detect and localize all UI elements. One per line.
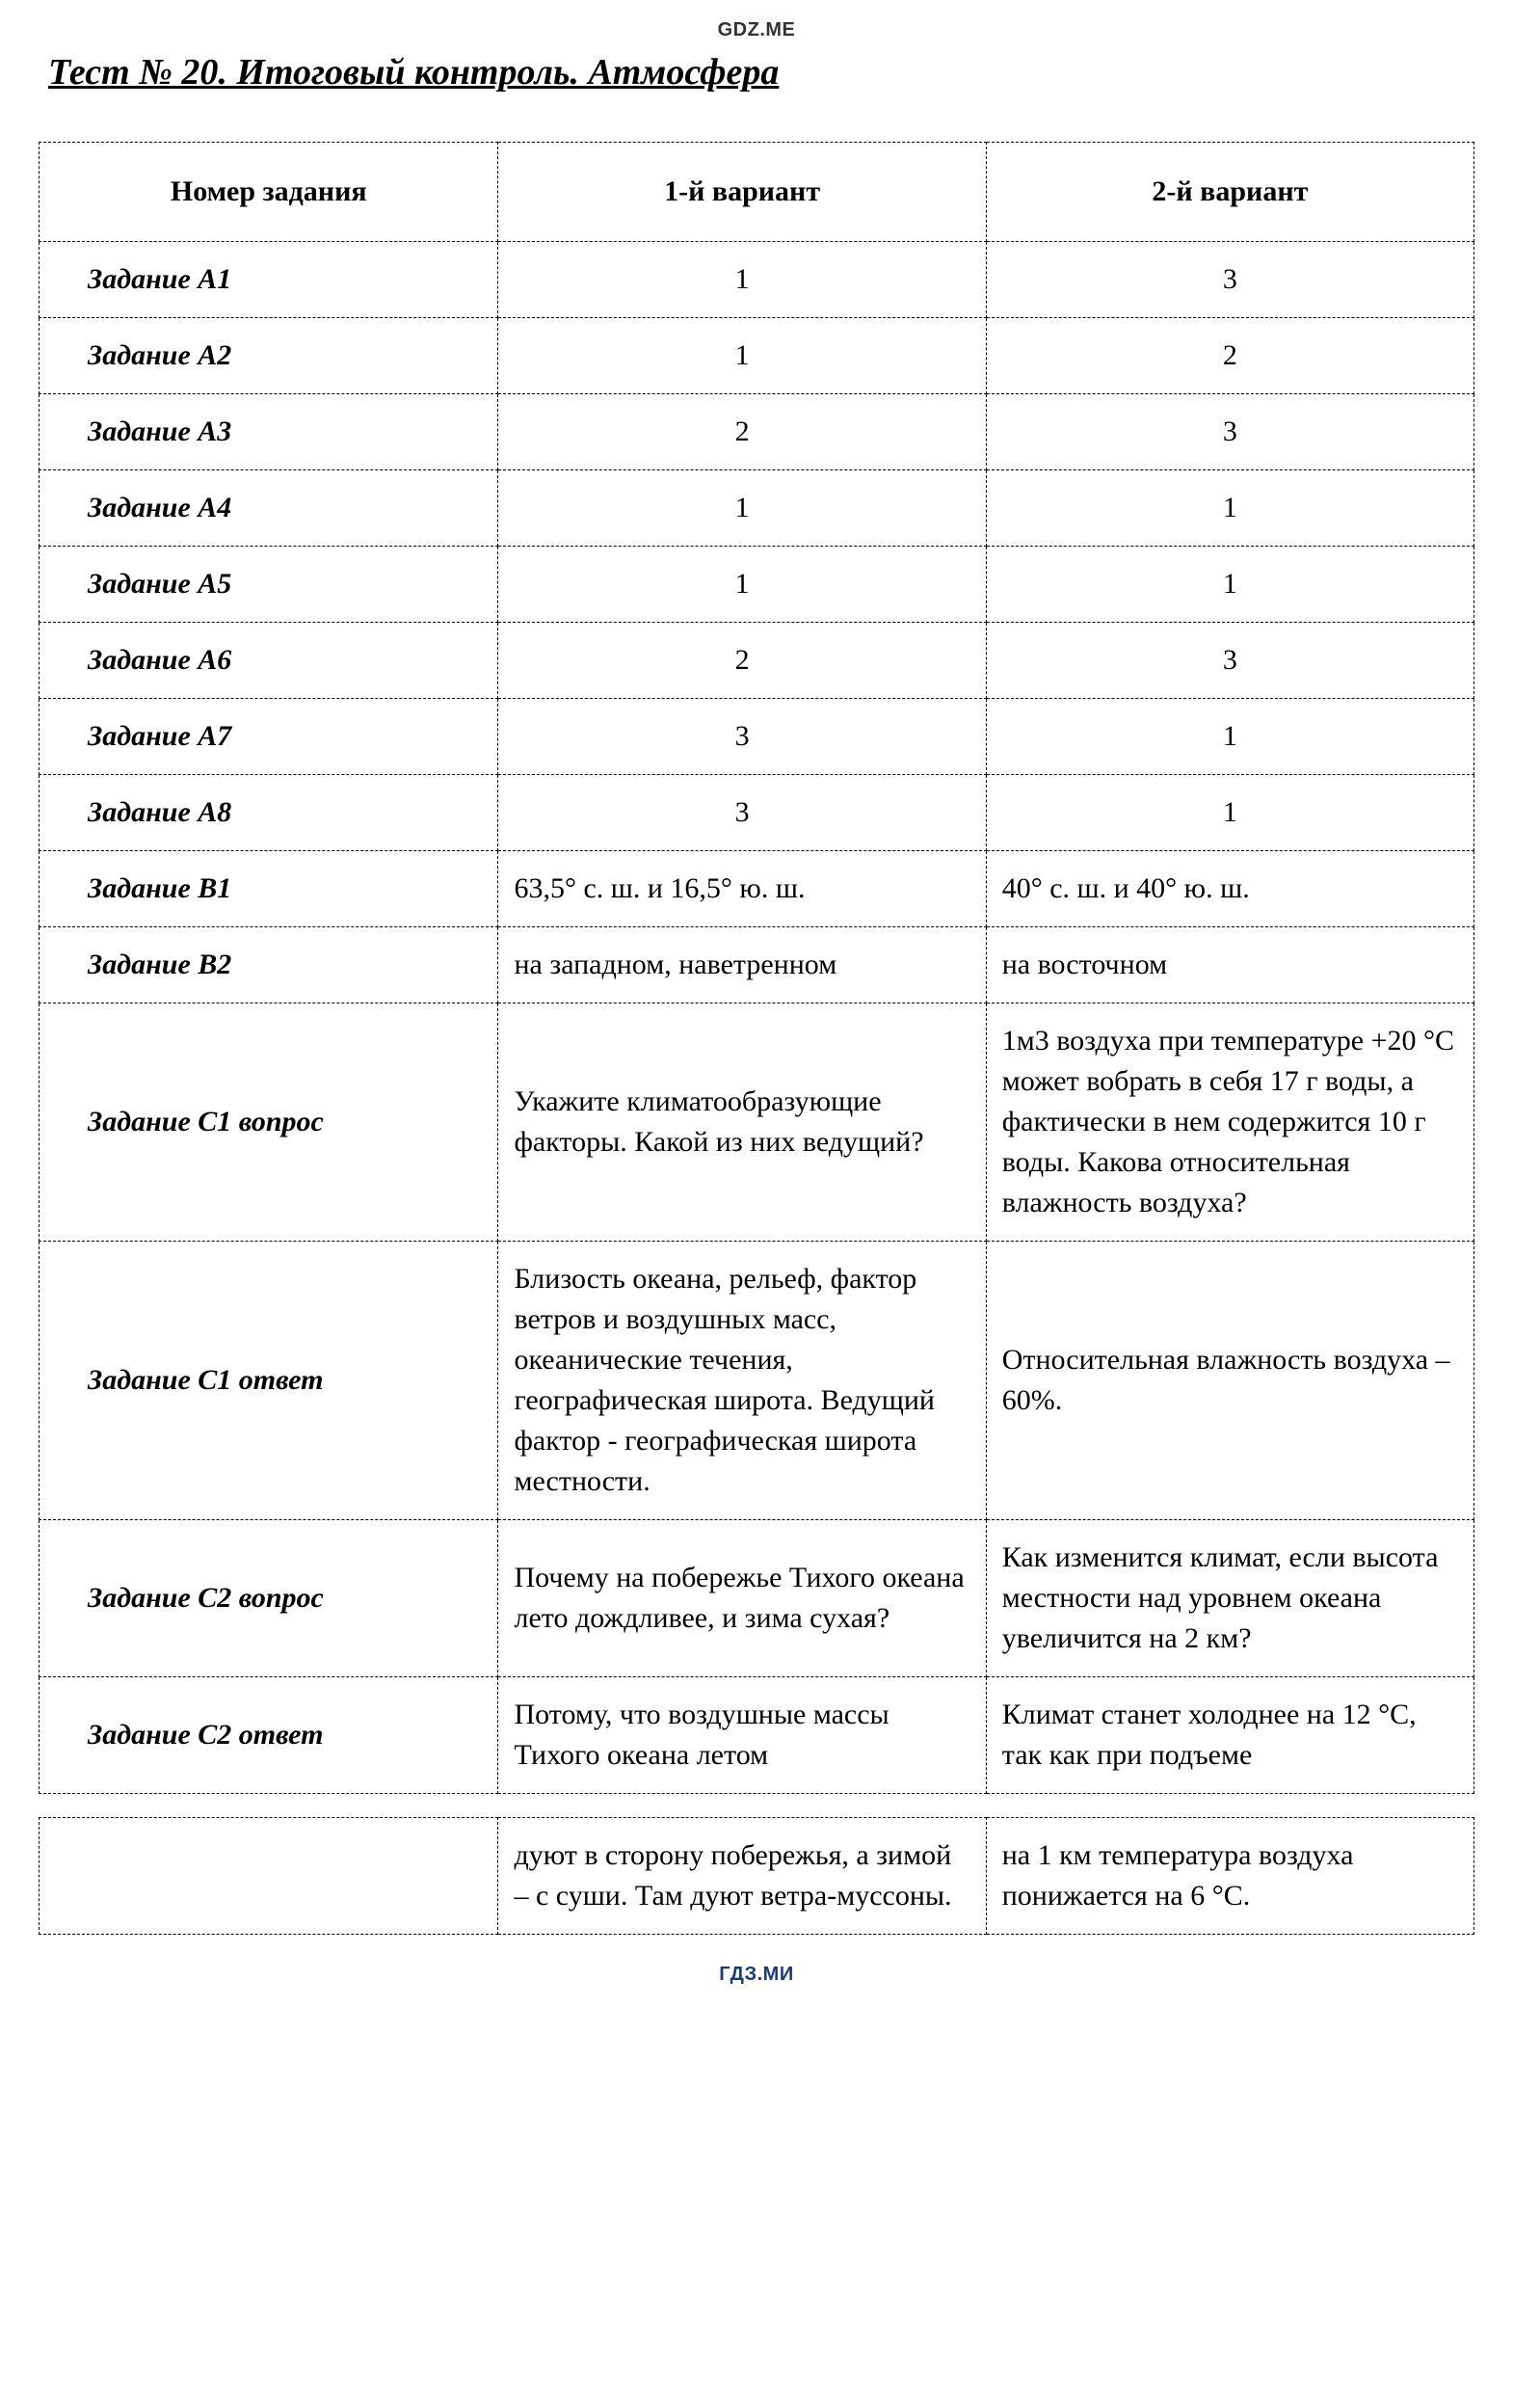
table-row: Задание А323 [40, 394, 1474, 470]
cell-variant2: Относительная влажность воздуха – 60%. [986, 1242, 1473, 1520]
cell-variant2: 1 [986, 775, 1473, 851]
row-label: Задание А2 [40, 318, 498, 394]
watermark-top: GDZ.ME [39, 19, 1474, 41]
cell-variant1: 1 [498, 470, 986, 547]
row-label: Задание А5 [40, 547, 498, 623]
table-row: Задание А113 [40, 242, 1474, 318]
cell-variant2: 2 [986, 318, 1473, 394]
table-row: Задание А731 [40, 699, 1474, 775]
row-label: Задание А8 [40, 775, 498, 851]
continuation-row: дуют в сторону побережья, а зимой – с су… [40, 1818, 1474, 1935]
page-title: Тест № 20. Итоговый контроль. Атмосфера [39, 51, 1474, 94]
col-header-label: Номер задания [40, 143, 498, 242]
cell-variant1: 3 [498, 775, 986, 851]
table-row: Задание В2на западном, наветренномна вос… [40, 927, 1474, 1003]
cell-variant2: 1 [986, 547, 1473, 623]
row-label: Задание А6 [40, 623, 498, 699]
cell-variant2: 3 [986, 242, 1473, 318]
table-row: Задание В163,5° с. ш. и 16,5° ю. ш.40° с… [40, 851, 1474, 927]
cell-variant1: Потому, что воздушные массы Тихого океан… [498, 1677, 986, 1794]
answer-table-wrapper: Номер задания 1-й вариант 2-й вариант За… [39, 142, 1474, 1935]
cell-variant2: Климат станет холоднее на 12 °С, так как… [986, 1677, 1473, 1794]
table-row: Задание С1 вопросУкажите климатообразующ… [40, 1003, 1474, 1242]
col-header-variant2: 2-й вариант [986, 143, 1473, 242]
cell-variant1: на западном, наветренном [498, 927, 986, 1003]
row-label: Задание С1 вопрос [40, 1003, 498, 1242]
cell-variant2: 1м3 воздуха при температуре +20 °С может… [986, 1003, 1473, 1242]
cell-variant1: Близость океана, рельеф, фактор ветров и… [498, 1242, 986, 1520]
cell-variant1: 63,5° с. ш. и 16,5° ю. ш. [498, 851, 986, 927]
col-header-variant1: 1-й вариант [498, 143, 986, 242]
cell-variant1: Почему на побережье Тихого океана лето д… [498, 1520, 986, 1677]
answer-table: Номер задания 1-й вариант 2-й вариант За… [39, 142, 1474, 1794]
table-row: Задание А511 [40, 547, 1474, 623]
row-label: Задание А4 [40, 470, 498, 547]
continuation-v1: дуют в сторону побережья, а зимой – с су… [498, 1818, 986, 1935]
cell-variant2: 40° с. ш. и 40° ю. ш. [986, 851, 1473, 927]
row-label: Задание В1 [40, 851, 498, 927]
table-row: Задание А212 [40, 318, 1474, 394]
cell-variant2: 3 [986, 394, 1473, 470]
cell-variant2: Как изменится климат, если высота местно… [986, 1520, 1473, 1677]
table-row: Задание С2 ответПотому, что воздушные ма… [40, 1677, 1474, 1794]
table-row: Задание С2 вопросПочему на побережье Тих… [40, 1520, 1474, 1677]
cell-variant1: 1 [498, 242, 986, 318]
table-row: Задание С1 ответБлизость океана, рельеф,… [40, 1242, 1474, 1520]
cell-variant1: 1 [498, 547, 986, 623]
cell-variant1: Укажите климатообразующие факторы. Какой… [498, 1003, 986, 1242]
row-label: Задание С1 ответ [40, 1242, 498, 1520]
cell-variant2: на восточном [986, 927, 1473, 1003]
table-header-row: Номер задания 1-й вариант 2-й вариант [40, 143, 1474, 242]
continuation-v2: на 1 км температура воздуха понижается н… [986, 1818, 1473, 1935]
row-label: Задание А1 [40, 242, 498, 318]
row-label: Задание В2 [40, 927, 498, 1003]
cell-variant1: 2 [498, 623, 986, 699]
continuation-label [40, 1818, 498, 1935]
row-label: Задание С2 ответ [40, 1677, 498, 1794]
cell-variant2: 1 [986, 699, 1473, 775]
cell-variant1: 3 [498, 699, 986, 775]
cell-variant1: 1 [498, 318, 986, 394]
row-label: Задание А3 [40, 394, 498, 470]
cell-variant1: 2 [498, 394, 986, 470]
row-label: Задание А7 [40, 699, 498, 775]
table-row: Задание А831 [40, 775, 1474, 851]
continuation-table: дуют в сторону побережья, а зимой – с су… [39, 1817, 1474, 1935]
cell-variant2: 3 [986, 623, 1473, 699]
watermark-bottom: ГДЗ.МИ [39, 1964, 1474, 1986]
cell-variant2: 1 [986, 470, 1473, 547]
table-row: Задание А623 [40, 623, 1474, 699]
table-row: Задание А411 [40, 470, 1474, 547]
row-label: Задание С2 вопрос [40, 1520, 498, 1677]
